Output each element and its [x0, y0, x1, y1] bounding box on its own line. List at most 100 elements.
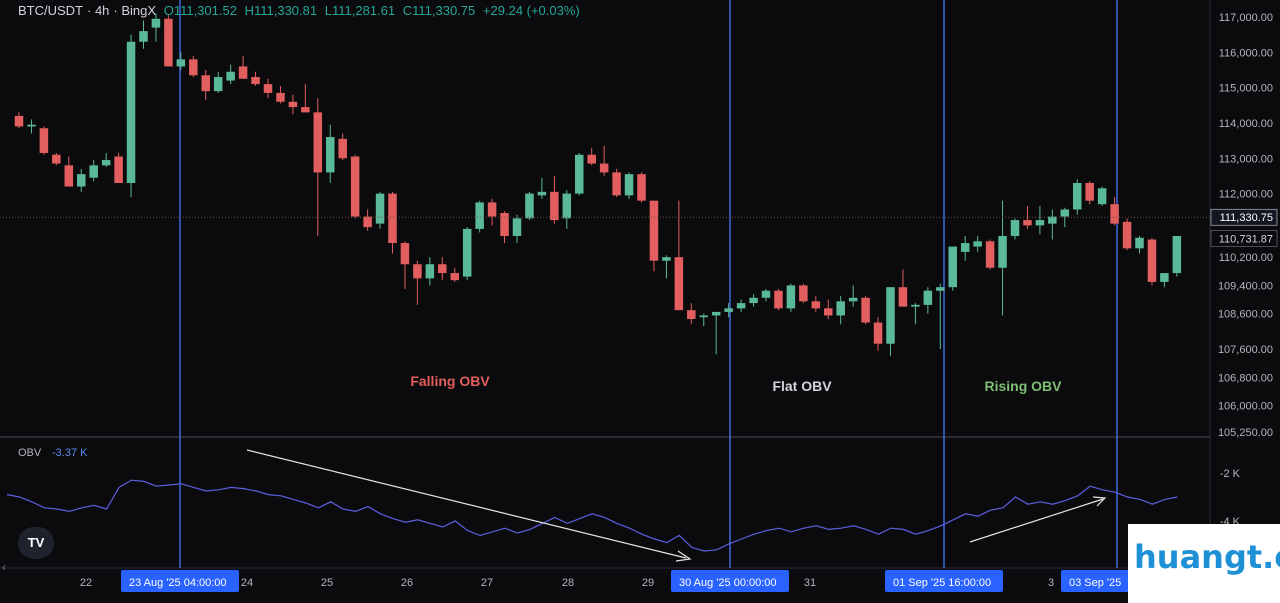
price-tick-label: 106,800.00	[1218, 372, 1273, 384]
candle-body	[1122, 221, 1132, 249]
candle-body	[375, 193, 385, 224]
candle-body	[39, 128, 49, 153]
obv-tick-label: -2 K	[1220, 468, 1241, 480]
candle-body	[637, 174, 646, 201]
candle-body	[251, 77, 260, 85]
candle-body	[226, 71, 235, 81]
candle-body	[52, 154, 61, 164]
price-tick-label: 115,000.00	[1219, 83, 1273, 95]
candle-body	[699, 315, 708, 318]
marker-time-badge	[1061, 570, 1131, 592]
high-value: H111,330.81	[244, 3, 318, 18]
candle-body	[1110, 204, 1119, 224]
candle-body	[998, 235, 1007, 268]
obv-label: OBV	[18, 447, 42, 459]
candle-body	[786, 285, 796, 309]
rising-trend-arrow	[969, 498, 1104, 543]
candles	[14, 13, 1182, 357]
candle-body	[649, 200, 659, 261]
low-value: L111,281.61	[324, 3, 396, 18]
candle-body	[338, 138, 347, 159]
marker-time-badge	[121, 570, 239, 592]
candle-body	[799, 285, 808, 302]
candle-body	[811, 301, 821, 309]
candle-body	[587, 154, 596, 164]
candle-body	[836, 301, 845, 316]
price-tick-label: 105,250.00	[1218, 427, 1273, 439]
obv-line	[6, 479, 1178, 552]
annotation-label: Rising OBV	[984, 378, 1062, 394]
scroll-left-icon[interactable]: ‹	[2, 560, 6, 574]
candle-body	[475, 202, 484, 229]
candle-body	[848, 297, 858, 302]
candle-body	[263, 84, 273, 93]
candle-body	[687, 310, 696, 319]
candle-body	[413, 264, 422, 279]
candle-body	[213, 77, 223, 92]
price-tick-label: 109,400.00	[1218, 280, 1273, 292]
exchange-label: BingX	[121, 3, 157, 18]
candle-body	[886, 287, 895, 344]
candle-body	[960, 243, 970, 252]
time-tick-label: 28	[562, 577, 574, 589]
candle-body	[350, 156, 360, 217]
candle-body	[400, 243, 410, 265]
candle-body	[674, 257, 684, 311]
vertical-marker-lines	[179, 0, 1118, 568]
candle-body	[575, 154, 584, 194]
candle-body	[126, 41, 136, 183]
time-axis[interactable]: 22 24 25 26 27 28 29 31 3 23 Aug '25 04:00:00 30 A…	[80, 570, 1131, 592]
candle-body	[462, 228, 472, 277]
price-tick-label: 106,000.00	[1218, 401, 1273, 413]
symbol-label[interactable]: BTC/USDT	[18, 3, 83, 18]
last-price-badge	[1210, 208, 1278, 226]
candle-body	[27, 124, 36, 127]
trend-arrows	[246, 449, 1107, 562]
marker-time-label: 30 Aug '25 00:00:00	[679, 577, 777, 589]
candle-body	[624, 174, 634, 196]
price-tick-label: 108,600.00	[1218, 309, 1273, 321]
falling-arrow-head	[675, 550, 692, 562]
candle-body	[1060, 209, 1070, 217]
candle-body	[238, 66, 248, 79]
crosshair-price-badge	[1210, 230, 1278, 247]
price-axis[interactable]: 117,000.00 116,000.00 115,000.00 114,000.00…	[1210, 12, 1278, 439]
watermark-logo: huangt.cn	[1128, 524, 1280, 603]
candle-body	[425, 264, 435, 279]
candle-body	[774, 290, 783, 309]
obv-axis[interactable]: OBV -3.37 K-2 K-4 K	[18, 447, 1241, 528]
time-tick-label: 29	[642, 577, 654, 589]
candle-body	[1073, 183, 1082, 210]
candle-body	[1135, 237, 1144, 249]
price-tick-label: 112,000.00	[1219, 189, 1273, 201]
open-value: O111,301.52	[163, 3, 237, 18]
candle-body	[711, 311, 721, 316]
watermark-text: huangt.cn	[1134, 538, 1280, 576]
candle-body	[89, 165, 98, 178]
price-tick-label: 116,000.00	[1219, 47, 1273, 59]
candle-body	[749, 297, 758, 304]
time-tick-label: 22	[80, 577, 92, 589]
legend-header: BTC/USDT · 4h · BingX O111,301.52 H111,330…	[18, 3, 580, 18]
interval-label[interactable]: 4h	[94, 3, 110, 18]
candle-body	[151, 18, 161, 28]
candle-body	[301, 107, 310, 113]
candle-body	[1010, 220, 1020, 236]
candle-body	[562, 193, 572, 219]
annotations: Falling OBV Flat OBV Rising OBV	[410, 373, 1062, 394]
candle-body	[761, 290, 771, 298]
time-tick-label: 24	[241, 577, 253, 589]
price-tick-label: 117,000.00	[1219, 12, 1273, 24]
candle-body	[363, 216, 372, 228]
candle-body	[1160, 273, 1169, 282]
candle-body	[923, 290, 933, 305]
candle-body	[662, 257, 671, 261]
candle-body	[724, 308, 733, 312]
candle-body	[438, 264, 447, 274]
tradingview-logo-icon[interactable]: TV	[18, 527, 54, 559]
time-tick-label: 26	[401, 577, 413, 589]
candle-body	[201, 75, 210, 92]
candle-body	[101, 160, 111, 166]
candle-body	[288, 101, 298, 108]
